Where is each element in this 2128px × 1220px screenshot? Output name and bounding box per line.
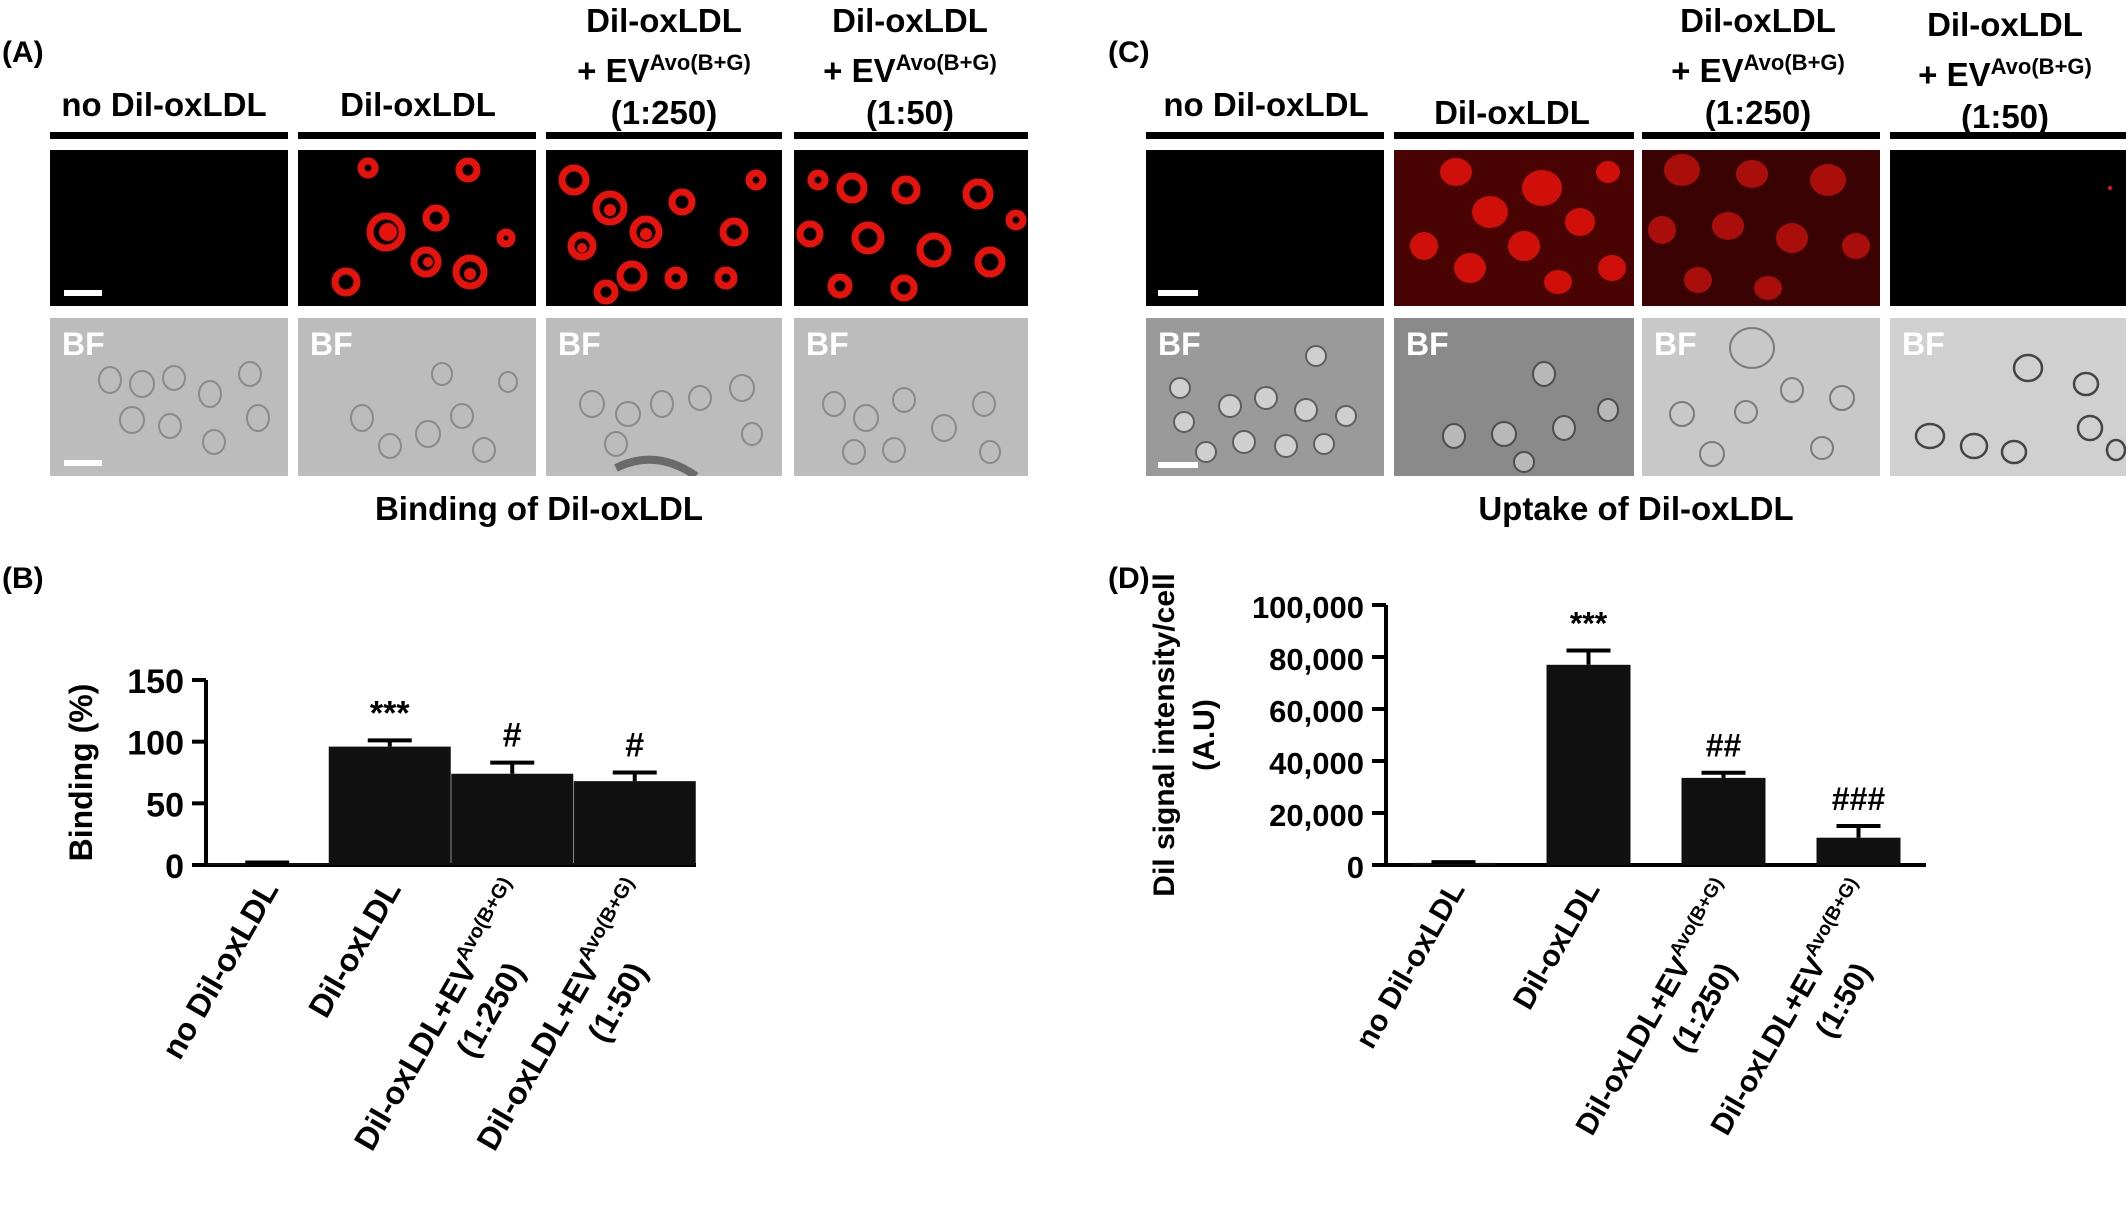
- panel-a-header-rule: [50, 132, 288, 139]
- significance-label: ###: [1832, 781, 1886, 817]
- panel-c-header-rule: [1642, 132, 1880, 139]
- red-cells: [331, 157, 516, 297]
- fluorescence-image-dil: [1394, 150, 1634, 306]
- red-cells: [796, 169, 1027, 302]
- y-axis-label-group: Dil signal intensity/cell (A.U): [1148, 573, 1221, 896]
- panel-c-header-rule: [1394, 132, 1634, 139]
- bf-label: BF: [1902, 326, 1945, 362]
- y-tick-label: 60,000: [1269, 694, 1364, 729]
- panel-c-header-rule: [1146, 132, 1384, 139]
- brightfield-image-ev-1-50: BF: [1890, 318, 2126, 476]
- brightfield-image-dil: BF: [298, 318, 536, 476]
- y-axis-label-group: Binding (%): [63, 684, 99, 862]
- panel-c-col1-header: no Dil-oxLDL: [1163, 86, 1369, 123]
- y-tick-label: 100: [127, 725, 184, 763]
- panel-c-col3-header: Dil-oxLDL + EVAvo(B+G) (1:250): [1671, 2, 1845, 131]
- panel-d-label: (D): [1108, 562, 1150, 595]
- scale-bar: [64, 290, 102, 296]
- x-tick-label: Dil-oxLDL: [301, 875, 408, 1024]
- bf-label: BF: [1406, 326, 1449, 362]
- y-axis-label-units: (A.U): [1188, 699, 1221, 771]
- x-tick-label-line1: Dil-oxLDL: [301, 875, 408, 1024]
- panel-a-header-rule: [794, 132, 1028, 139]
- scale-bar: [1158, 290, 1198, 296]
- brightfield-image-ev-1-250: BF: [1642, 318, 1880, 476]
- panel-c-header-rule: [1890, 132, 2126, 139]
- x-tick-label-line1: no Dil-oxLDL: [1350, 876, 1472, 1054]
- red-cells: [1648, 154, 1870, 300]
- bar: [573, 781, 696, 865]
- bar: [328, 746, 451, 865]
- panel-a-col1-header: no Dil-oxLDL: [61, 86, 267, 123]
- bf-label: BF: [310, 326, 353, 362]
- bf-label: BF: [558, 326, 601, 362]
- panel-c-caption: Uptake of Dil-oxLDL: [1478, 490, 1794, 527]
- chart-b: 0 50 100 150 Binding (%) no Dil-oxLDL *** Dil-o…: [63, 663, 696, 1156]
- y-tick-label: 40,000: [1269, 746, 1364, 781]
- panel-a-header-rule: [546, 132, 782, 139]
- brightfield-image-no-dil: BF: [50, 318, 288, 476]
- y-axis-label: Dil signal intensity/cell: [1148, 573, 1181, 896]
- scale-bar: [1158, 462, 1198, 468]
- y-tick-label: 100,000: [1252, 590, 1364, 625]
- panel-a-col3-header: Dil-oxLDL + EVAvo(B+G) (1:250): [577, 2, 751, 131]
- y-tick-label: 20,000: [1269, 798, 1364, 833]
- brightfield-image-ev-1-50: BF: [794, 318, 1028, 476]
- red-cells: [1410, 158, 1626, 294]
- panel-a-col2-header: Dil-oxLDL: [340, 86, 496, 123]
- red-cells: [2108, 186, 2112, 190]
- x-tick-label: no Dil-oxLDL: [1350, 876, 1472, 1054]
- y-tick-label: 0: [1347, 850, 1364, 885]
- significance-label: #: [503, 717, 522, 755]
- fluorescence-image-dil: [298, 150, 536, 306]
- x-tick-label: no Dil-oxLDL: [155, 875, 286, 1065]
- fluorescence-image-ev-1-50: [794, 150, 1028, 306]
- significance-label: ***: [1570, 606, 1608, 642]
- x-tick-label: Dil-oxLDL+EVAvo(B+G)(1:50): [1705, 874, 1878, 1141]
- bf-label: BF: [806, 326, 849, 362]
- panel-a-col4-header: Dil-oxLDL + EVAvo(B+G) (1:50): [823, 2, 997, 131]
- significance-label: #: [625, 727, 644, 765]
- significance-label: ***: [370, 694, 410, 732]
- x-tick-label-line1: Dil-oxLDL: [1507, 876, 1606, 1015]
- bar: [451, 773, 574, 865]
- y-tick-label: 80,000: [1269, 642, 1364, 677]
- bar: [1816, 837, 1901, 865]
- x-tick-label: Dil-oxLDL+EVAvo(B+G)(1:250): [1570, 874, 1743, 1141]
- brightfield-image-dil: BF: [1394, 318, 1634, 476]
- fluorescence-image-ev-1-250: [546, 150, 782, 306]
- y-tick-label: 0: [165, 848, 184, 886]
- bf-label: BF: [1654, 326, 1697, 362]
- panel-c-label: (C): [1108, 36, 1150, 69]
- bar: [1681, 777, 1766, 865]
- panel-a-caption: Binding of Dil-oxLDL: [374, 490, 704, 527]
- scale-bar: [64, 460, 102, 466]
- y-tick-label: 150: [127, 663, 184, 701]
- panel-c-col2-header: Dil-oxLDL: [1434, 94, 1590, 131]
- panel-a-header-rule: [298, 132, 536, 139]
- bf-label: BF: [1158, 326, 1201, 362]
- x-tick-label: Dil-oxLDL: [1507, 876, 1606, 1015]
- fluorescence-image-ev-1-250: [1642, 150, 1880, 306]
- fluorescence-image-ev-1-50: [1890, 150, 2126, 306]
- y-axis-label: Binding (%): [63, 684, 99, 862]
- fluorescence-image-no-dil: [1146, 150, 1384, 306]
- bar: [1546, 664, 1631, 865]
- red-cells: [558, 164, 767, 305]
- significance-label: ##: [1706, 728, 1742, 764]
- panel-c-col4-header: Dil-oxLDL + EVAvo(B+G) (1:50): [1918, 6, 2092, 135]
- panel-b-label: (B): [2, 562, 44, 595]
- y-tick-label: 50: [146, 786, 184, 824]
- x-tick-label-line1: no Dil-oxLDL: [155, 875, 286, 1065]
- bf-label: BF: [62, 326, 105, 362]
- brightfield-image-ev-1-250: BF: [546, 318, 782, 476]
- fluorescence-image-no-dil: [50, 150, 288, 306]
- chart-d: 0 20,000 40,000 60,000 80,000 100,000 Dil sign…: [1148, 573, 1926, 1141]
- panel-a-label: (A): [2, 36, 44, 69]
- brightfield-image-no-dil: BF: [1146, 318, 1384, 476]
